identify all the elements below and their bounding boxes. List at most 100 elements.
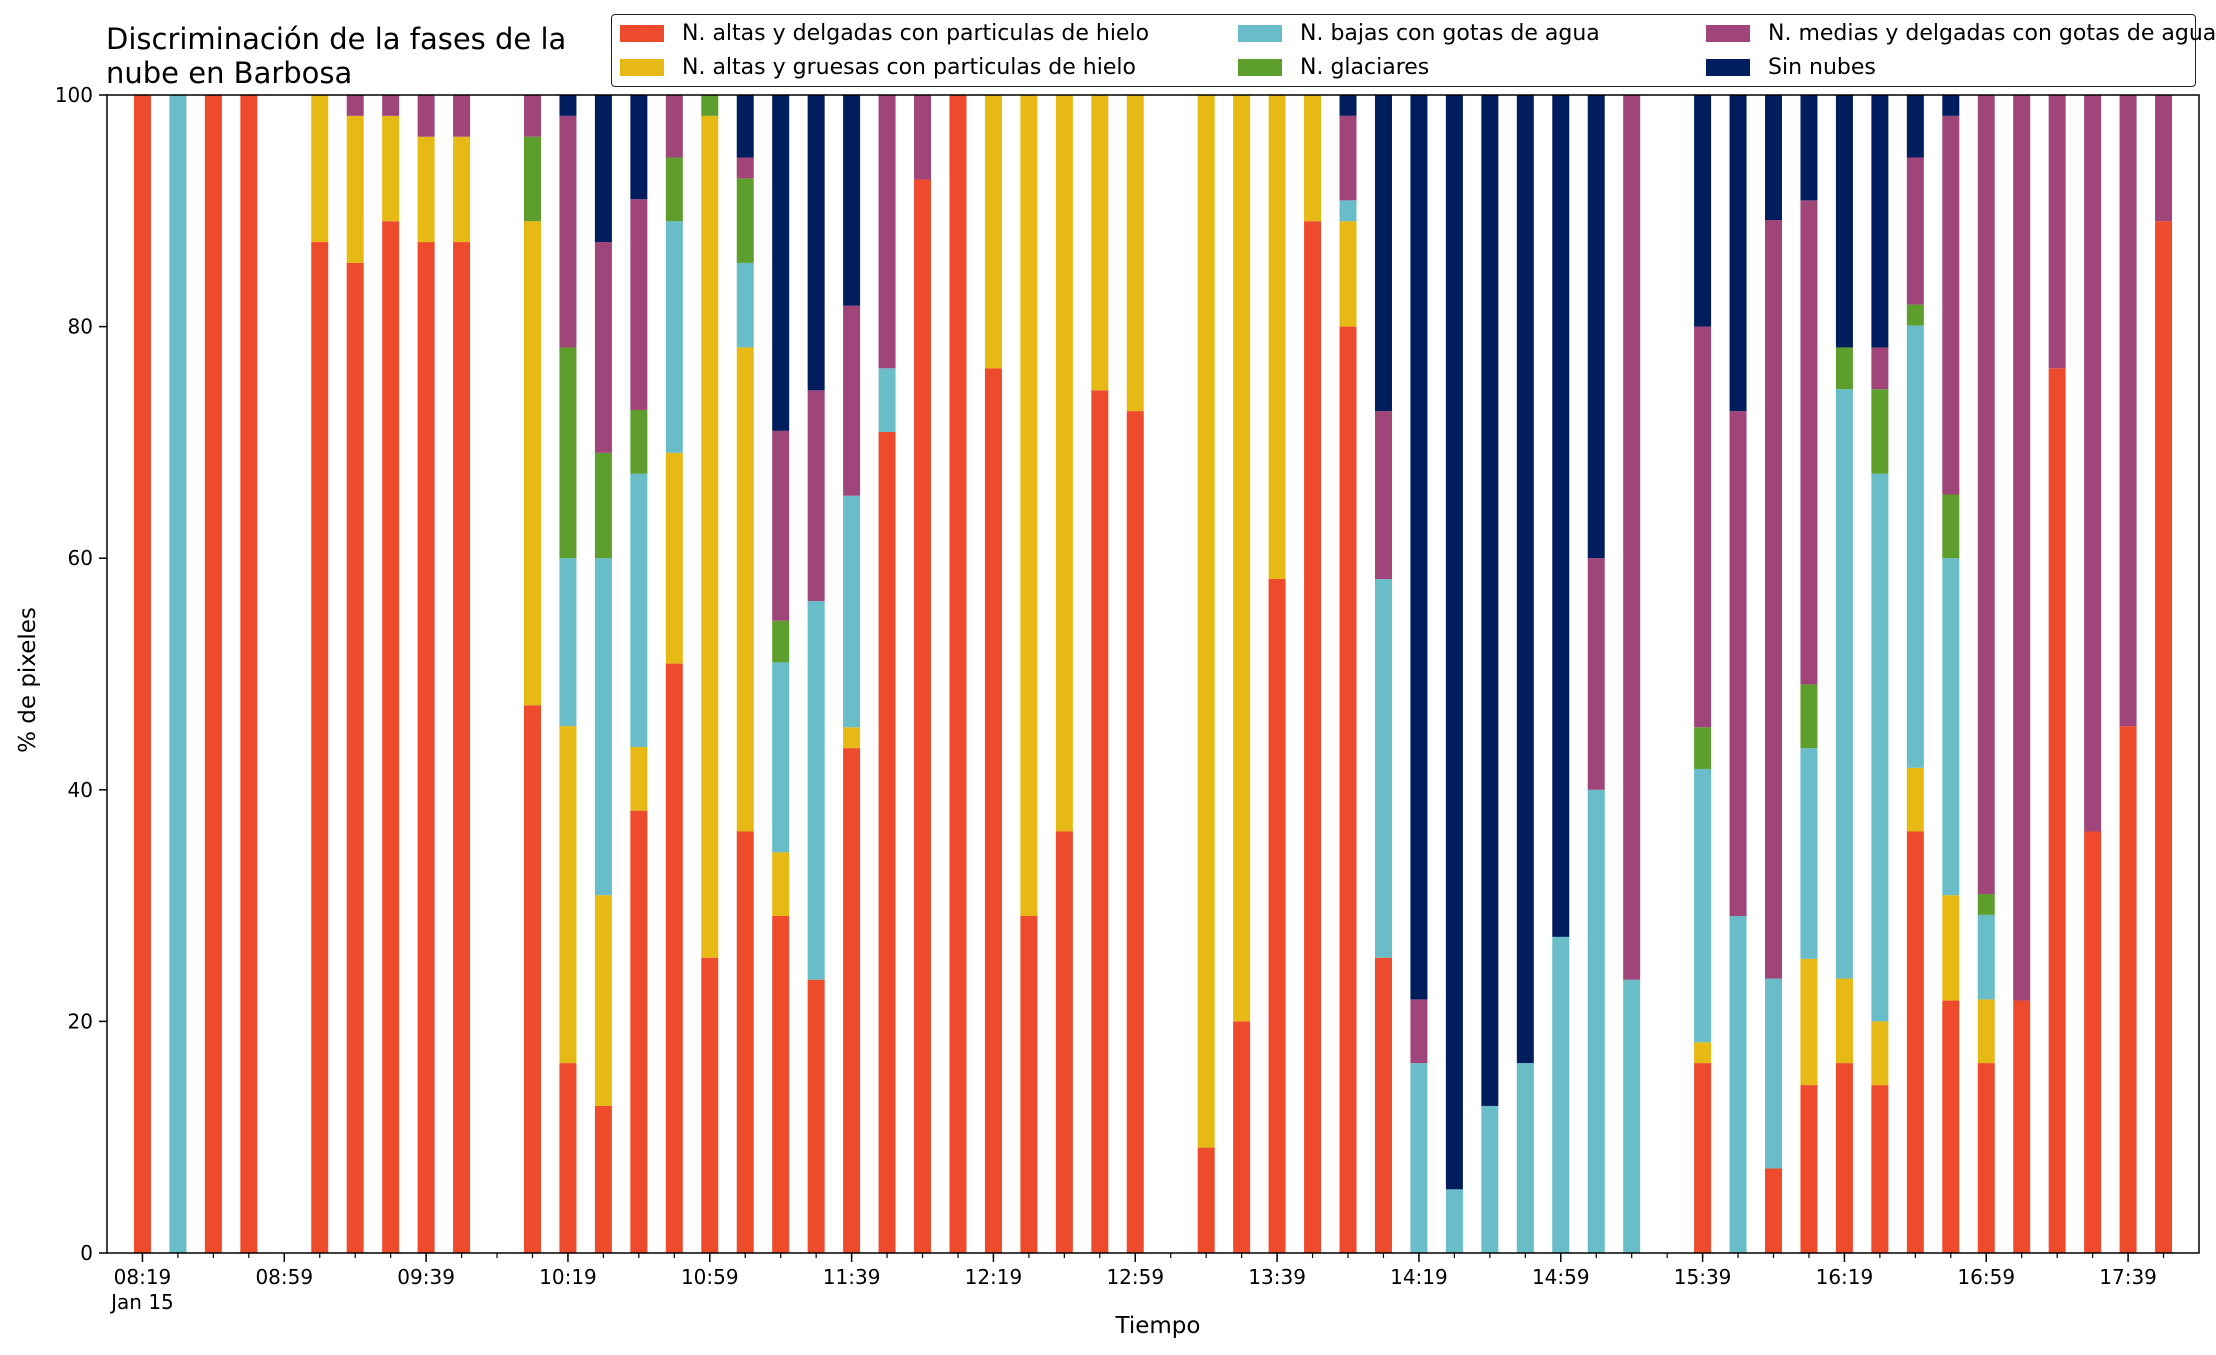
bar-segment-n-altas-y-gruesas-con-particulas-de-hielo-1329 — [1233, 95, 1251, 1022]
bar-segment-n-altas-y-gruesas-con-particulas-de-hielo-1539 — [1694, 1042, 1712, 1064]
x-tick-label: 16:19 — [1816, 1265, 1874, 1289]
bar-segment-n-glaciares-1619 — [1835, 347, 1853, 390]
legend-swatch — [1706, 58, 1750, 76]
bar-segment-n-bajas-con-gotas-de-agua-1039 — [630, 473, 648, 747]
legend-swatch — [620, 24, 664, 42]
bar-segment-n-altas-y-gruesas-con-particulas-de-hielo-1229 — [1020, 95, 1038, 917]
bar-segment-sin-nubes-1539 — [1694, 95, 1712, 327]
legend-label: N. medias y delgadas con gotas de agua — [1768, 20, 2216, 46]
bar-segment-n-bajas-con-gotas-de-agua-1429 — [1445, 1189, 1463, 1253]
bar-segment-sin-nubes-1429 — [1445, 95, 1463, 1190]
bar-segment-n-altas-y-delgadas-con-particulas-de-hielo-1239 — [1055, 831, 1073, 1253]
bar-segment-sin-nubes-1129 — [807, 95, 825, 391]
bar-segment-sin-nubes-1459 — [1552, 95, 1570, 937]
x-tick-label: 12:19 — [965, 1265, 1023, 1289]
bar-segment-n-altas-y-gruesas-con-particulas-de-hielo-1259 — [1126, 95, 1144, 412]
bar-segment-n-altas-y-delgadas-con-particulas-de-hielo-0949 — [453, 242, 471, 1253]
y-tick-label: 80 — [68, 315, 93, 339]
bar-segment-sin-nubes-1419 — [1410, 95, 1428, 1000]
bar-segment-n-altas-y-delgadas-con-particulas-de-hielo-0839 — [204, 95, 222, 1253]
bar-segment-n-bajas-con-gotas-de-agua-1439 — [1481, 1105, 1499, 1253]
bar-segment-n-altas-y-gruesas-con-particulas-de-hielo-1239 — [1055, 95, 1073, 832]
bar-segment-n-altas-y-delgadas-con-particulas-de-hielo-1259 — [1126, 411, 1144, 1253]
legend-item-n-bajas-con-gotas-de-agua: N. bajas con gotas de agua — [1238, 17, 1600, 49]
bar-segment-n-altas-y-gruesas-con-particulas-de-hielo-1349 — [1304, 95, 1322, 222]
bar-segment-n-altas-y-gruesas-con-particulas-de-hielo-0919 — [346, 115, 364, 263]
bar-segment-n-medias-y-delgadas-con-gotas-de-agua-1559 — [1765, 220, 1783, 979]
bar-segment-n-altas-y-delgadas-con-particulas-de-hielo-1049 — [665, 663, 683, 1253]
bar-segment-n-glaciares-1059 — [701, 95, 719, 116]
x-tick-label: 12:59 — [1106, 1265, 1164, 1289]
bar-segment-n-medias-y-delgadas-con-gotas-de-agua-0919 — [346, 95, 364, 116]
bar-segment-n-glaciares-1649 — [1942, 494, 1960, 559]
bar-segment-n-bajas-con-gotas-de-agua-1139 — [843, 495, 861, 728]
bar-segment-n-altas-y-delgadas-con-particulas-de-hielo-1219 — [984, 368, 1002, 1253]
bar-segment-n-glaciares-1029 — [594, 452, 612, 559]
bar-segment-n-altas-y-delgadas-con-particulas-de-hielo-1629 — [1871, 1085, 1889, 1253]
bar-segment-n-medias-y-delgadas-con-gotas-de-agua-1129 — [807, 390, 825, 602]
bar-segment-n-altas-y-gruesas-con-particulas-de-hielo-1049 — [665, 452, 683, 664]
x-tick-label: 14:59 — [1532, 1265, 1590, 1289]
bar-segment-n-altas-y-delgadas-con-particulas-de-hielo-1249 — [1091, 390, 1109, 1253]
bar-segment-n-altas-y-gruesas-con-particulas-de-hielo-1029 — [594, 895, 612, 1106]
bar-segment-n-altas-y-delgadas-con-particulas-de-hielo-1719 — [2048, 368, 2066, 1253]
bar-segment-n-medias-y-delgadas-con-gotas-de-agua-1029 — [594, 242, 612, 453]
bar-segment-n-medias-y-delgadas-con-gotas-de-agua-1549 — [1729, 411, 1747, 917]
bar-segment-n-bajas-con-gotas-de-agua-1129 — [807, 601, 825, 980]
bar-segment-n-altas-y-gruesas-con-particulas-de-hielo-1219 — [984, 95, 1002, 369]
bar-segment-n-altas-y-delgadas-con-particulas-de-hielo-0939 — [417, 242, 435, 1253]
bar-segment-n-medias-y-delgadas-con-gotas-de-agua-1659 — [1977, 95, 1995, 895]
bar-segment-n-altas-y-delgadas-con-particulas-de-hielo-1319 — [1197, 1147, 1215, 1253]
bar-segment-n-medias-y-delgadas-con-gotas-de-agua-1419 — [1410, 999, 1428, 1064]
chart-title: Discriminación de la fases de la nube en… — [106, 22, 567, 90]
bar-segment-n-medias-y-delgadas-con-gotas-de-agua-1159 — [914, 95, 932, 180]
plot-frame — [106, 94, 2200, 1254]
bar-segment-sin-nubes-1509 — [1587, 95, 1605, 559]
bar-segment-n-medias-y-delgadas-con-gotas-de-agua-0949 — [453, 95, 471, 137]
y-tick-label: 40 — [68, 778, 93, 802]
x-tick-label: 08:59 — [255, 1265, 313, 1289]
bar-segment-n-altas-y-delgadas-con-particulas-de-hielo-1139 — [843, 748, 861, 1253]
bar-segment-n-altas-y-delgadas-con-particulas-de-hielo-1009 — [523, 705, 541, 1253]
bar-segment-n-bajas-con-gotas-de-agua-1619 — [1835, 389, 1853, 979]
bar-segment-n-altas-y-delgadas-con-particulas-de-hielo-1639 — [1906, 831, 1924, 1253]
bar-segment-n-altas-y-delgadas-con-particulas-de-hielo-1659 — [1977, 1063, 1995, 1253]
bar-segment-n-altas-y-delgadas-con-particulas-de-hielo-0929 — [382, 221, 400, 1254]
bar-segment-n-medias-y-delgadas-con-gotas-de-agua-1409 — [1374, 411, 1392, 580]
bar-segment-n-bajas-con-gotas-de-agua-1119 — [772, 662, 790, 853]
x-tick-label: 16:59 — [1957, 1265, 2015, 1289]
bar-segment-n-bajas-con-gotas-de-agua-1459 — [1552, 936, 1570, 1253]
bar-segment-n-altas-y-delgadas-con-particulas-de-hielo-1119 — [772, 916, 790, 1253]
bar-segment-sin-nubes-1119 — [772, 95, 790, 431]
bar-segment-n-glaciares-1659 — [1977, 894, 1995, 915]
bar-segment-n-altas-y-delgadas-con-particulas-de-hielo-1339 — [1268, 579, 1286, 1253]
bar-segment-n-altas-y-delgadas-con-particulas-de-hielo-1559 — [1765, 1168, 1783, 1253]
bar-segment-sin-nubes-1409 — [1374, 95, 1392, 412]
bar-segment-n-altas-y-delgadas-con-particulas-de-hielo-1029 — [594, 1105, 612, 1253]
bar-segment-n-bajas-con-gotas-de-agua-1419 — [1410, 1063, 1428, 1253]
legend: N. altas y delgadas con particulas de hi… — [611, 14, 2216, 87]
legend-swatch — [620, 58, 664, 76]
bar-segment-n-altas-y-gruesas-con-particulas-de-hielo-1649 — [1942, 895, 1960, 1001]
legend-label: Sin nubes — [1768, 54, 1876, 80]
bar-segment-n-medias-y-delgadas-con-gotas-de-agua-1359 — [1339, 115, 1357, 201]
bar-segment-n-bajas-con-gotas-de-agua-1409 — [1374, 579, 1392, 958]
bar-segment-n-altas-y-gruesas-con-particulas-de-hielo-1359 — [1339, 221, 1357, 327]
legend-label: N. glaciares — [1300, 54, 1430, 80]
bar-segment-n-bajas-con-gotas-de-agua-1539 — [1694, 768, 1712, 1043]
bar-segment-sin-nubes-1019 — [559, 95, 577, 116]
bar-segment-n-altas-y-gruesas-con-particulas-de-hielo-1009 — [523, 221, 541, 706]
bar-segment-n-medias-y-delgadas-con-gotas-de-agua-1119 — [772, 430, 790, 621]
bar-segment-n-altas-y-gruesas-con-particulas-de-hielo-1319 — [1197, 95, 1215, 1148]
bar-segment-n-medias-y-delgadas-con-gotas-de-agua-1149 — [878, 95, 896, 369]
bar-segment-n-glaciares-1119 — [772, 620, 790, 663]
bar-segment-n-bajas-con-gotas-de-agua-0829 — [169, 95, 187, 1253]
bar-segment-n-altas-y-delgadas-con-particulas-de-hielo-1129 — [807, 979, 825, 1253]
bar-segment-n-altas-y-gruesas-con-particulas-de-hielo-1609 — [1800, 958, 1818, 1086]
x-tick-label: 17:39 — [2099, 1265, 2157, 1289]
y-tick-label: 60 — [68, 546, 93, 570]
bar-segment-n-altas-y-gruesas-con-particulas-de-hielo-1339 — [1268, 95, 1286, 580]
bar-segment-sin-nubes-1609 — [1800, 95, 1818, 201]
